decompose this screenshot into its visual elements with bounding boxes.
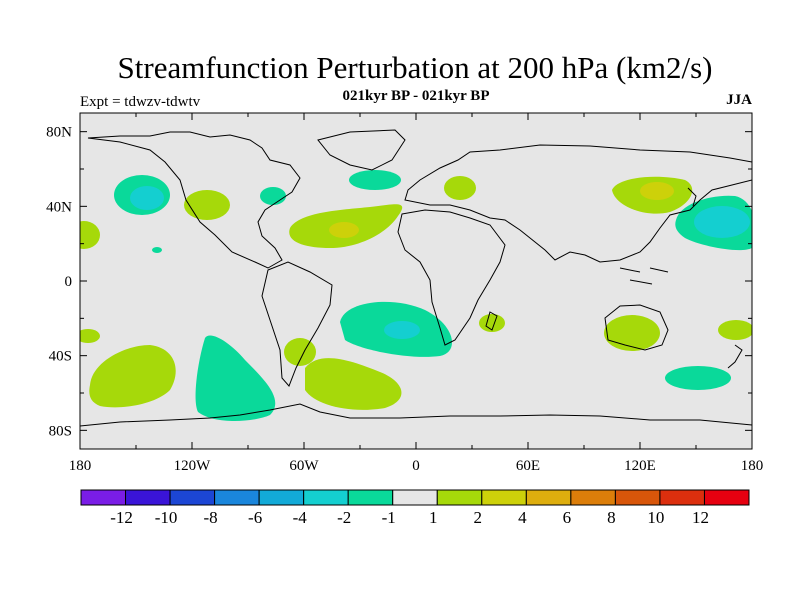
contour-ne-america-neg bbox=[260, 187, 286, 205]
colorbar-swatch bbox=[481, 489, 527, 506]
x-tick-label: 0 bbox=[412, 458, 420, 474]
contour-south-atlantic-neg4 bbox=[384, 321, 420, 339]
contour-south-pacific-pos2 bbox=[89, 345, 176, 408]
contour-south-atlantic-pos2 bbox=[305, 358, 402, 410]
contour-south-pacific-edge-pos bbox=[80, 329, 100, 343]
colorbar-label: 1 bbox=[429, 508, 438, 527]
contour-north-atlantic-pos4 bbox=[329, 222, 359, 238]
y-tick-label: 0 bbox=[65, 274, 73, 290]
y-tick-label: 40S bbox=[49, 349, 72, 365]
contour-fills bbox=[80, 170, 752, 421]
coastline-greenland bbox=[317, 129, 406, 171]
x-tick-label: 180 bbox=[741, 458, 764, 474]
axis-ticks bbox=[79, 113, 753, 449]
colorbar-swatch bbox=[436, 489, 483, 506]
coastline-new-zealand bbox=[727, 344, 743, 369]
contour-se-pacific-neg2 bbox=[195, 335, 276, 421]
x-tick-label: 180 bbox=[69, 458, 92, 474]
colorbar-label: 12 bbox=[692, 508, 709, 527]
colorbar-label: 4 bbox=[518, 508, 527, 527]
coastline-south-america bbox=[261, 261, 333, 387]
contour-north-pacific-neg4 bbox=[130, 186, 164, 210]
season-label: JJA bbox=[726, 92, 752, 108]
colorbar-swatch bbox=[258, 489, 305, 506]
coastline-eurasia bbox=[404, 144, 752, 263]
contour-west-us-pos bbox=[184, 190, 230, 220]
x-tick-label: 60W bbox=[289, 458, 319, 474]
colorbar-label: 6 bbox=[563, 508, 572, 527]
coastlines bbox=[80, 129, 752, 427]
coastline-indonesia bbox=[619, 267, 669, 285]
contour-europe-pos bbox=[444, 176, 476, 200]
contour-greenland-neg bbox=[349, 170, 401, 190]
colorbar-label: -6 bbox=[248, 508, 262, 527]
colorbar-swatch bbox=[214, 489, 260, 506]
colorbar-swatch bbox=[80, 489, 127, 506]
contour-small-neg bbox=[152, 247, 162, 253]
coastline-africa bbox=[397, 209, 506, 346]
colorbar-swatch bbox=[614, 489, 661, 506]
colorbar-label: 8 bbox=[607, 508, 616, 527]
coastline-madagascar bbox=[485, 311, 498, 331]
experiment-label: Expt = tdwzv-tdwtv bbox=[80, 94, 201, 110]
contour-australia-pos2 bbox=[604, 315, 660, 351]
contour-madagascar-pos bbox=[479, 314, 505, 332]
colorbar-label: -1 bbox=[382, 508, 396, 527]
coastline-north-america bbox=[87, 131, 301, 269]
colorbar-label: -10 bbox=[155, 508, 178, 527]
colorbar-label: 2 bbox=[474, 508, 483, 527]
map-background bbox=[80, 113, 752, 449]
coastline-australia bbox=[604, 304, 669, 351]
colorbar-label: -2 bbox=[337, 508, 351, 527]
contour-nw-pacific-pos4 bbox=[640, 182, 674, 200]
colorbar-label: 10 bbox=[647, 508, 664, 527]
colorbar-swatch bbox=[169, 489, 216, 506]
y-tick-label: 80S bbox=[49, 423, 72, 439]
contour-southern-ocean-neg bbox=[665, 366, 731, 390]
colorbar-swatch bbox=[570, 489, 616, 506]
y-tick-label: 40N bbox=[46, 199, 72, 215]
contour-west-edge-pos bbox=[80, 221, 100, 249]
colorbar-swatch bbox=[303, 489, 349, 506]
colorbar: -12 -10 -8 -6 -4 -2 -1 1 2 4 6 8 10 12 bbox=[80, 489, 750, 527]
colorbar-swatch bbox=[347, 489, 394, 506]
colorbar-swatch bbox=[392, 489, 438, 506]
x-tick-label: 60E bbox=[516, 458, 540, 474]
colorbar-swatch bbox=[125, 489, 171, 506]
colorbar-swatch bbox=[525, 489, 572, 506]
colorbar-swatch bbox=[703, 489, 750, 506]
colorbar-label: -12 bbox=[110, 508, 133, 527]
colorbar-swatch bbox=[659, 489, 705, 506]
x-tick-label: 120W bbox=[174, 458, 212, 474]
chart-subtitle: 021kyr BP - 021kyr BP bbox=[342, 88, 490, 104]
chart-title: Streamfunction Perturbation at 200 hPa (… bbox=[117, 50, 713, 85]
x-tick-label: 120E bbox=[624, 458, 656, 474]
contour-argentina-pos bbox=[284, 338, 316, 366]
contour-ne-pacific-neg4 bbox=[694, 206, 750, 238]
colorbar-label: -8 bbox=[204, 508, 218, 527]
contour-tasman-pos bbox=[718, 320, 752, 340]
y-tick-label: 80N bbox=[46, 125, 72, 141]
colorbar-label: -4 bbox=[293, 508, 308, 527]
coastline-antarctica bbox=[80, 403, 752, 427]
coastline-japan bbox=[687, 187, 697, 207]
axis-labels: 180 120W 60W 0 60E 120E 180 80N 40N 0 40S 80S bbox=[46, 125, 763, 474]
